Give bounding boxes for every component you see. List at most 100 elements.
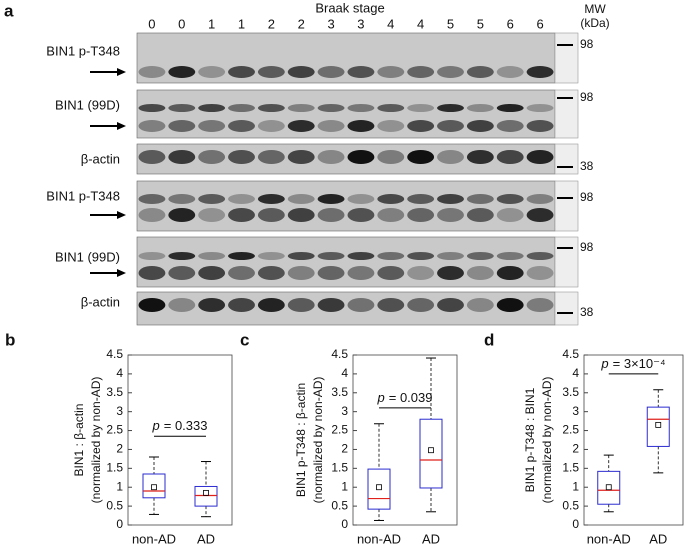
mw-label: (kDa)	[580, 16, 609, 30]
band	[496, 194, 524, 204]
band	[437, 266, 464, 280]
y-tick-label: 3	[341, 404, 348, 418]
y-tick-label: 0	[572, 517, 579, 531]
band	[526, 266, 554, 280]
band	[496, 66, 524, 78]
y-tick-label: 1.5	[106, 461, 123, 475]
x-tick-label: AD	[197, 531, 215, 546]
band	[466, 66, 494, 78]
band	[198, 252, 226, 260]
band	[347, 66, 375, 78]
band	[317, 298, 345, 312]
band	[168, 194, 196, 204]
y-tick-label: 4	[341, 366, 348, 380]
band	[466, 104, 494, 112]
p-value: = 0.039	[389, 390, 433, 405]
lane-label: 1	[208, 16, 215, 31]
ladder-lane	[554, 32, 579, 84]
y-axis-label: (normalized by non-AD)	[311, 377, 325, 504]
y-tick-label: 4.5	[106, 347, 123, 361]
band	[437, 208, 464, 222]
arrow-head	[117, 68, 126, 76]
ladder-lane	[554, 291, 579, 326]
blot-background	[136, 89, 556, 139]
y-axis-label: BIN1 p-T348 : β-actin	[294, 383, 308, 497]
band	[228, 150, 255, 164]
band	[317, 120, 345, 132]
panel-label: c	[240, 330, 249, 349]
band	[407, 298, 435, 312]
band	[466, 298, 494, 312]
row-label: β-actin	[81, 151, 120, 166]
row-label: BIN1 (99D)	[55, 249, 120, 264]
band	[407, 150, 435, 164]
band	[317, 252, 345, 260]
mean	[203, 489, 209, 496]
band	[198, 104, 226, 112]
band	[287, 194, 315, 204]
band	[437, 298, 464, 312]
row-label: BIN1 (99D)	[55, 97, 120, 112]
band	[437, 104, 464, 112]
mw-value: 38	[580, 305, 594, 319]
band	[347, 120, 375, 132]
x-tick-label: AD	[649, 531, 667, 546]
plot-frame	[127, 354, 233, 526]
y-tick-label: 3.5	[106, 385, 123, 399]
mw-value: 98	[580, 90, 594, 104]
band	[257, 66, 285, 78]
mw-value: 38	[580, 159, 594, 173]
lane-label: 6	[536, 16, 543, 31]
y-axis-label: (normalized by non-AD)	[89, 377, 103, 504]
x-tick-label: non-AD	[132, 531, 176, 546]
band	[198, 298, 226, 312]
band	[138, 66, 166, 78]
row-label: BIN1 p-T348	[46, 43, 120, 58]
lane-label: 0	[178, 16, 185, 31]
box	[142, 473, 166, 499]
plot-frame	[352, 354, 458, 526]
mw-value: 98	[580, 240, 594, 254]
band	[377, 194, 405, 204]
y-tick-label: 4	[116, 366, 123, 380]
y-tick-label: 2	[341, 442, 348, 456]
band	[198, 194, 226, 204]
band	[377, 298, 405, 312]
blot-title: Braak stage	[315, 0, 384, 15]
mw-value: 98	[580, 37, 594, 51]
mean	[376, 484, 382, 491]
band	[257, 120, 285, 132]
box	[419, 418, 443, 489]
band	[407, 208, 435, 222]
y-tick-label: 3	[116, 404, 123, 418]
band	[496, 120, 524, 132]
p-symbol: p	[152, 419, 160, 434]
band	[257, 208, 285, 222]
ladder-lane	[554, 236, 579, 288]
band	[466, 194, 494, 204]
lane-label: 4	[387, 16, 394, 31]
band	[407, 194, 435, 204]
panel-label: b	[5, 330, 15, 349]
p-value: = 3×10⁻⁴	[613, 356, 666, 371]
lane-label: 6	[507, 16, 514, 31]
band	[168, 252, 196, 260]
y-tick-label: 3	[572, 404, 579, 418]
y-tick-label: 1	[116, 479, 123, 493]
annotation: p = 0.333	[152, 419, 208, 434]
annotation: p = 0.039	[377, 390, 433, 405]
band	[138, 150, 166, 164]
y-tick-label: 1.5	[562, 461, 579, 475]
x-tick-label: non-AD	[587, 531, 631, 546]
band	[168, 66, 196, 78]
box	[646, 406, 670, 447]
blot-background	[136, 291, 556, 326]
band	[168, 150, 196, 164]
band	[198, 208, 226, 222]
band	[168, 104, 196, 112]
band	[347, 194, 375, 204]
band	[347, 104, 375, 112]
panel-label: d	[484, 330, 494, 349]
band	[257, 266, 285, 280]
